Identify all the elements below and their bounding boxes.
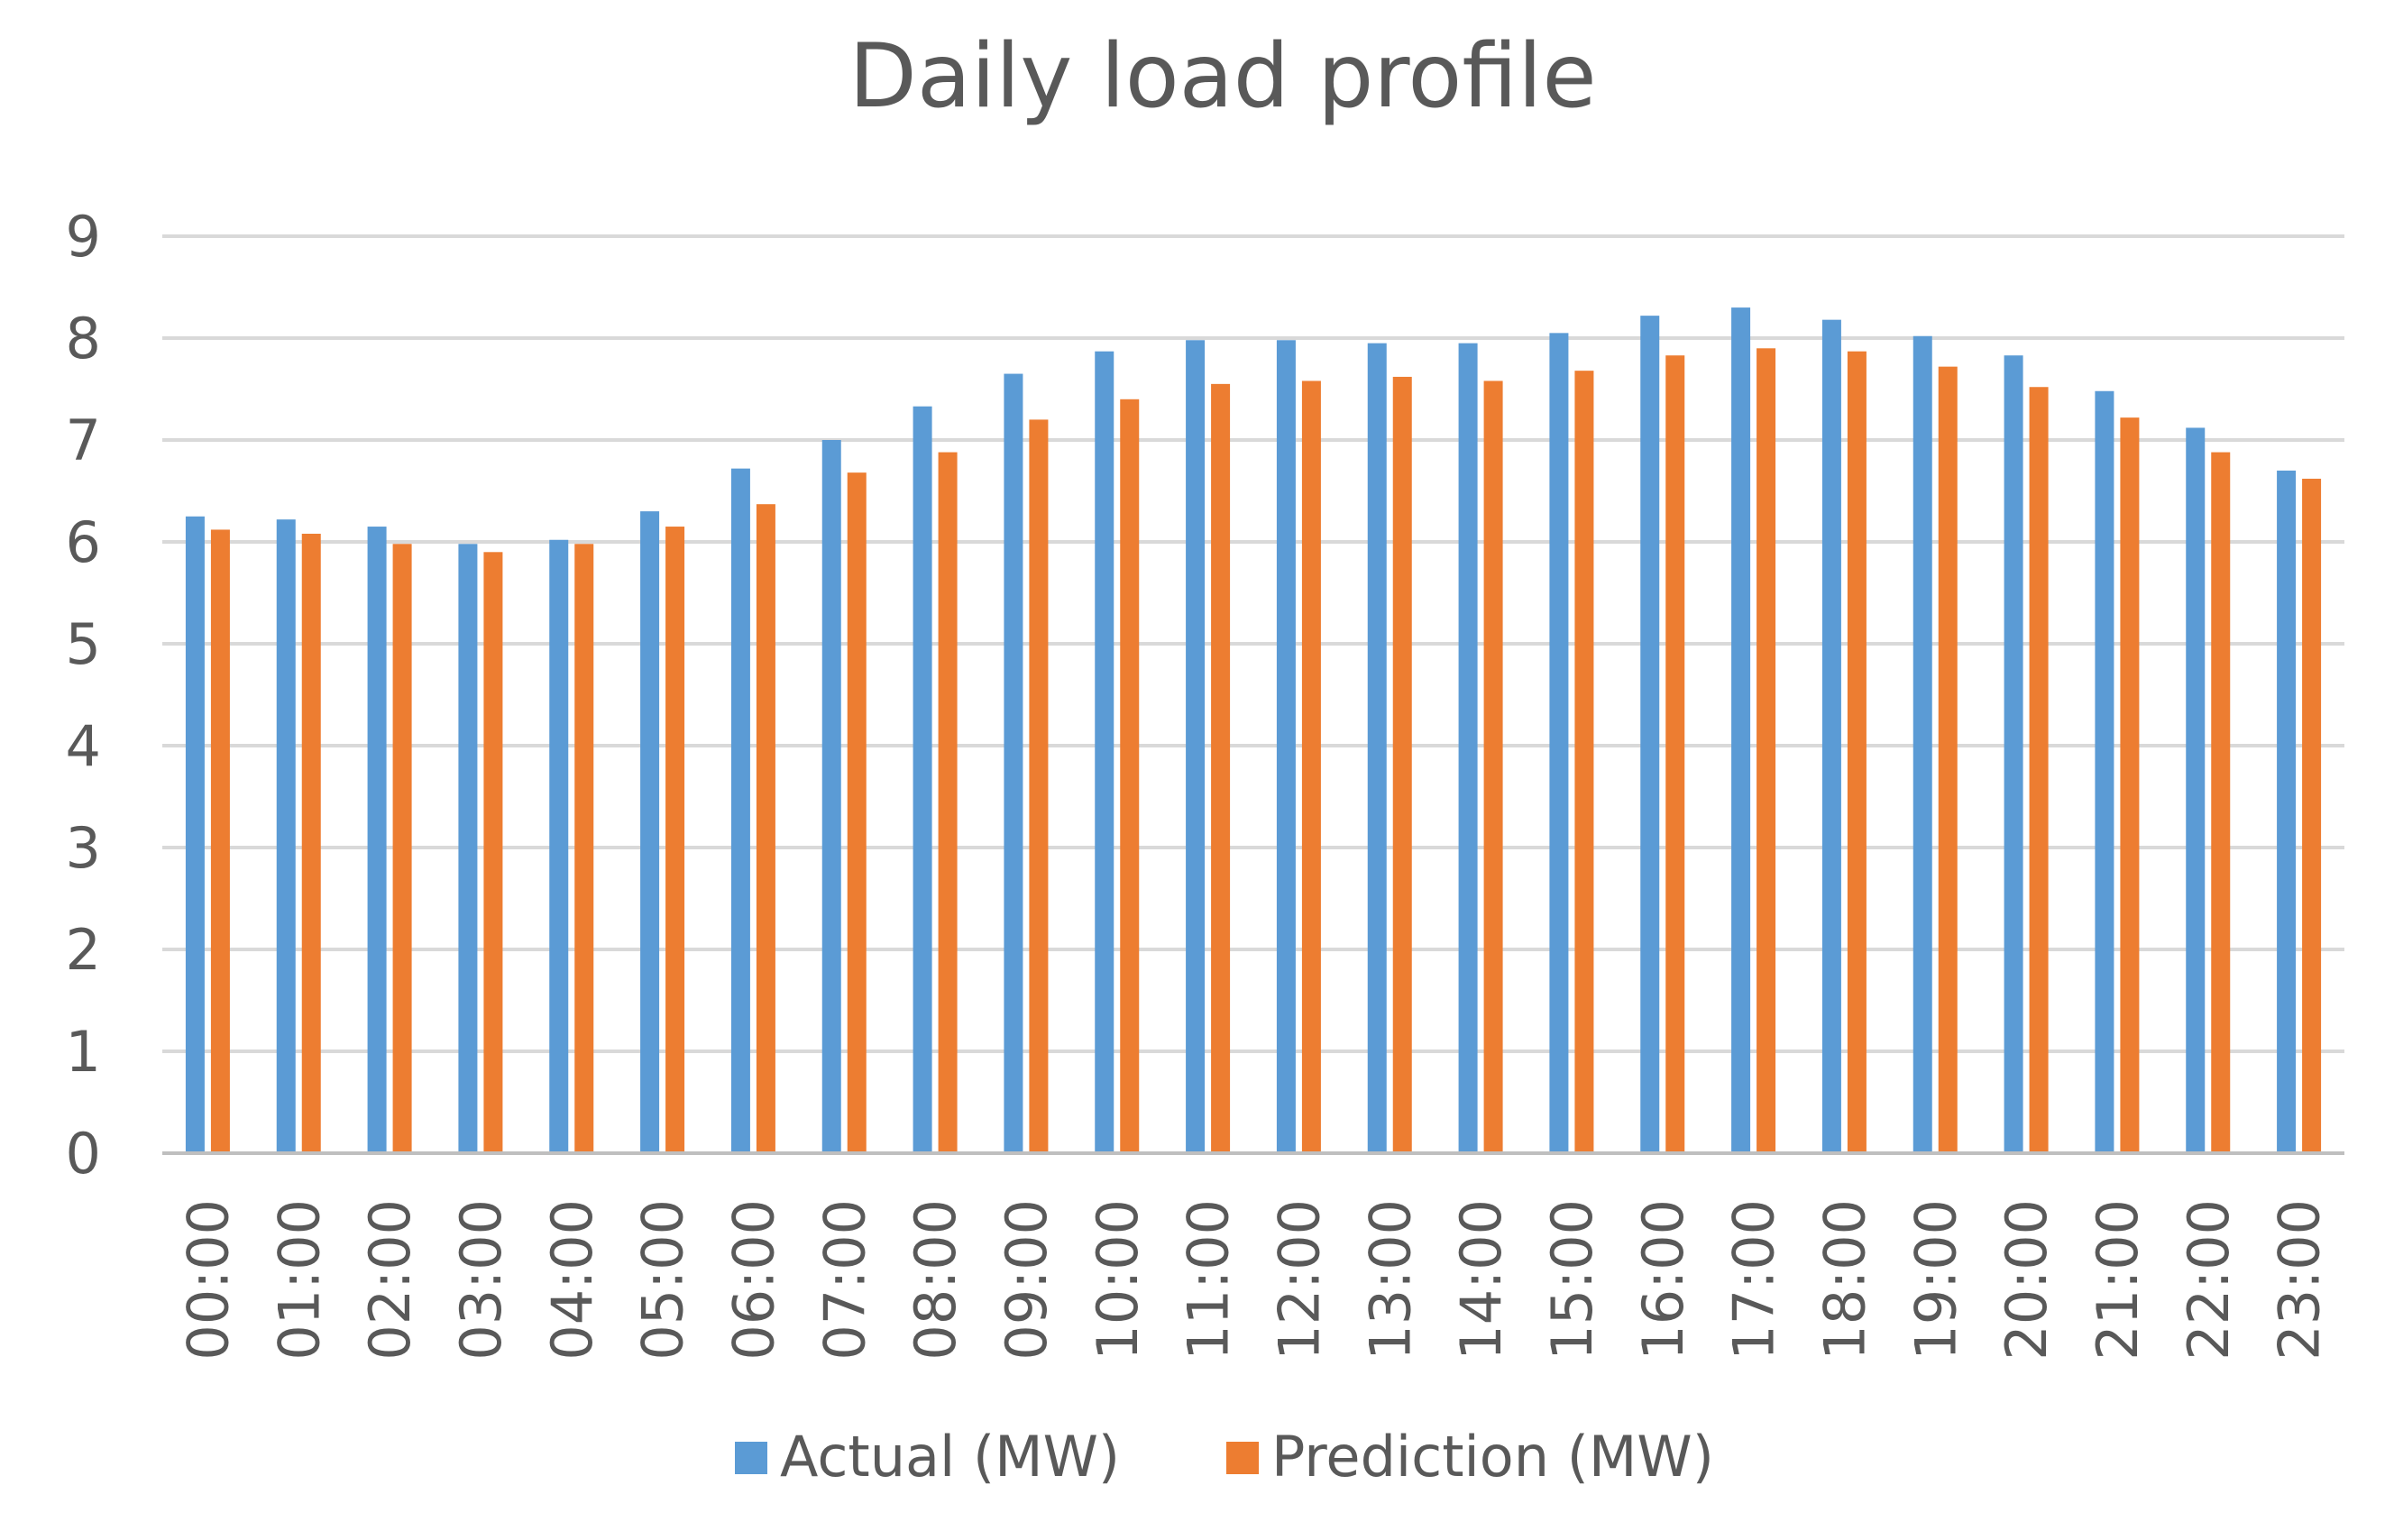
bar-prediction — [756, 504, 775, 1153]
bar-prediction — [1301, 380, 1321, 1154]
bar-actual — [185, 516, 205, 1153]
bar-prediction — [665, 527, 685, 1153]
x-tick-label: 20:00 — [1994, 1199, 2059, 1361]
bar-actual — [549, 539, 569, 1153]
bar-actual — [1186, 340, 1206, 1153]
bar-prediction — [1029, 419, 1049, 1153]
y-tick-label: 3 — [66, 815, 101, 881]
bar-prediction — [1483, 380, 1503, 1154]
legend: Actual (MW) Prediction (MW) — [735, 1424, 1714, 1490]
bar-actual — [276, 519, 296, 1153]
x-tick-label: 17:00 — [1721, 1199, 1787, 1361]
x-tick-label: 16:00 — [1630, 1199, 1696, 1361]
bar-actual — [1912, 335, 1932, 1153]
bar-actual — [1367, 343, 1387, 1153]
y-tick-label: 7 — [66, 408, 101, 473]
bar-actual — [1276, 340, 1296, 1153]
bar-actual — [2186, 427, 2206, 1153]
x-tick-label: 19:00 — [1903, 1199, 1968, 1361]
bar-actual — [367, 527, 387, 1153]
bar-prediction — [1757, 348, 1776, 1153]
x-tick-label: 14:00 — [1448, 1199, 1514, 1361]
bar-prediction — [2120, 417, 2140, 1153]
bar-actual — [1549, 333, 1569, 1154]
bar-prediction — [1847, 351, 1867, 1153]
x-tick-label: 21:00 — [2085, 1199, 2151, 1361]
bar-prediction — [1574, 371, 1594, 1153]
bar-prediction — [938, 452, 958, 1153]
bar-prediction — [2029, 387, 2049, 1153]
bar-prediction — [1938, 366, 1958, 1153]
chart-title: Daily load profile — [848, 25, 1596, 128]
legend-label-actual: Actual (MW) — [780, 1424, 1120, 1490]
bar-actual — [458, 544, 478, 1153]
x-tick-label: 02:00 — [357, 1199, 423, 1361]
bar-actual — [913, 406, 932, 1154]
x-tick-label: 10:00 — [1085, 1199, 1151, 1361]
y-tick-label: 1 — [66, 1019, 101, 1085]
bar-prediction — [210, 529, 230, 1153]
bar-prediction — [574, 544, 594, 1153]
y-tick-label: 2 — [66, 917, 101, 983]
x-tick-label: 00:00 — [175, 1199, 241, 1361]
x-tick-label: 01:00 — [266, 1199, 332, 1361]
bar-actual — [640, 511, 660, 1153]
bar-prediction — [1120, 399, 1140, 1153]
bar-actual — [1458, 343, 1478, 1153]
bar-prediction — [392, 544, 412, 1153]
bar-actual — [2004, 355, 2023, 1154]
y-tick-label: 0 — [66, 1121, 101, 1187]
x-tick-label: 22:00 — [2176, 1199, 2242, 1361]
x-tick-label: 12:00 — [1266, 1199, 1332, 1361]
bar-actual — [821, 440, 841, 1153]
bar-actual — [1821, 319, 1841, 1153]
y-tick-label: 4 — [66, 713, 101, 779]
y-tick-label: 5 — [66, 611, 101, 677]
legend-label-prediction: Prediction (MW) — [1271, 1424, 1714, 1490]
bar-actual — [1731, 307, 1751, 1154]
legend-swatch-actual — [735, 1442, 767, 1474]
bar-actual — [1640, 316, 1660, 1153]
bar-prediction — [483, 552, 503, 1153]
x-tick-label: 11:00 — [1176, 1199, 1242, 1361]
x-tick-label: 09:00 — [994, 1199, 1059, 1361]
x-tick-label: 05:00 — [630, 1199, 696, 1361]
bar-prediction — [2302, 478, 2322, 1153]
x-tick-label: 18:00 — [1812, 1199, 1877, 1361]
bar-prediction — [1665, 355, 1685, 1154]
bar-actual — [2095, 390, 2114, 1153]
x-tick-label: 15:00 — [1539, 1199, 1605, 1361]
bar-actual — [730, 468, 750, 1153]
bar-actual — [1004, 373, 1023, 1153]
y-tick-label: 6 — [66, 509, 101, 575]
x-tick-label: 23:00 — [2267, 1199, 2333, 1361]
bar-prediction — [847, 472, 867, 1153]
bar-prediction — [1392, 376, 1412, 1153]
gridlines — [162, 234, 2344, 1053]
axes: 0 1 2 3 4 5 6 7 8 9 00:00 01:00 02:00 03:00 04:00 05:00… — [66, 204, 2344, 1361]
bar-actual — [2277, 470, 2297, 1153]
x-tick-label: 06:00 — [720, 1199, 786, 1361]
x-tick-label: 03:00 — [448, 1199, 514, 1361]
bar-prediction — [2211, 452, 2231, 1153]
bars — [185, 307, 2322, 1154]
x-tick-label: 13:00 — [1357, 1199, 1423, 1361]
y-tick-label: 9 — [66, 204, 101, 270]
y-tick-label: 8 — [66, 306, 101, 371]
x-tick-label: 07:00 — [812, 1199, 877, 1361]
legend-swatch-prediction — [1226, 1442, 1259, 1474]
bar-prediction — [1211, 383, 1231, 1154]
x-tick-label: 04:00 — [539, 1199, 605, 1361]
bar-actual — [1095, 351, 1114, 1153]
bar-prediction — [301, 533, 321, 1153]
x-tick-label: 08:00 — [903, 1199, 968, 1361]
